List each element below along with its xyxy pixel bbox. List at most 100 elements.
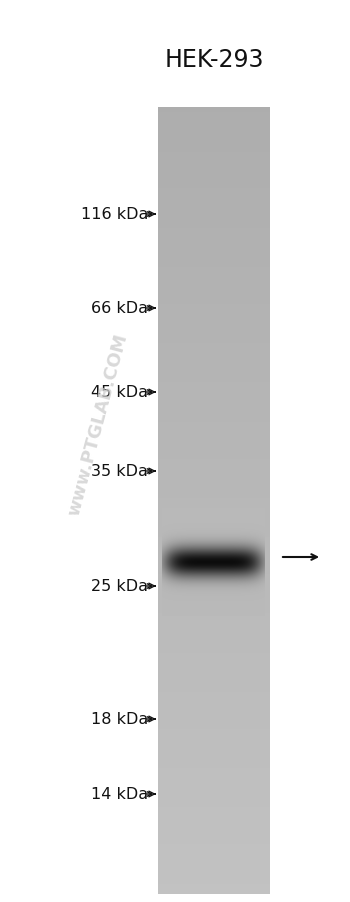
Polygon shape	[158, 207, 270, 210]
Polygon shape	[158, 815, 270, 818]
Polygon shape	[158, 776, 270, 778]
Polygon shape	[158, 543, 270, 546]
Polygon shape	[158, 391, 270, 393]
Polygon shape	[158, 593, 270, 595]
Polygon shape	[158, 729, 270, 732]
Polygon shape	[158, 553, 270, 556]
Text: 66 kDa: 66 kDa	[91, 301, 148, 316]
Polygon shape	[158, 572, 270, 575]
Polygon shape	[158, 197, 270, 199]
Polygon shape	[158, 294, 270, 297]
Polygon shape	[158, 517, 270, 520]
Polygon shape	[158, 865, 270, 868]
Polygon shape	[158, 740, 270, 742]
Polygon shape	[158, 648, 270, 650]
Polygon shape	[158, 766, 270, 769]
Polygon shape	[158, 692, 270, 695]
Polygon shape	[158, 357, 270, 359]
Polygon shape	[158, 430, 270, 433]
Polygon shape	[158, 881, 270, 884]
Polygon shape	[158, 309, 270, 312]
Polygon shape	[158, 265, 270, 268]
Polygon shape	[158, 456, 270, 459]
Polygon shape	[158, 671, 270, 674]
Polygon shape	[158, 244, 270, 247]
Polygon shape	[158, 276, 270, 278]
Polygon shape	[158, 242, 270, 244]
Polygon shape	[158, 249, 270, 252]
Polygon shape	[158, 506, 270, 509]
Polygon shape	[158, 491, 270, 493]
Polygon shape	[158, 721, 270, 723]
Polygon shape	[158, 561, 270, 564]
Polygon shape	[158, 132, 270, 134]
Polygon shape	[158, 129, 270, 132]
Polygon shape	[158, 511, 270, 514]
Polygon shape	[158, 459, 270, 462]
Polygon shape	[158, 824, 270, 826]
Polygon shape	[158, 529, 270, 532]
Polygon shape	[158, 228, 270, 231]
Polygon shape	[158, 847, 270, 850]
Polygon shape	[158, 836, 270, 839]
Polygon shape	[158, 792, 270, 795]
Polygon shape	[158, 239, 270, 242]
Polygon shape	[158, 642, 270, 645]
Polygon shape	[158, 428, 270, 430]
Polygon shape	[158, 522, 270, 525]
Polygon shape	[158, 860, 270, 862]
Polygon shape	[158, 236, 270, 239]
Polygon shape	[158, 839, 270, 842]
Polygon shape	[158, 359, 270, 362]
Polygon shape	[158, 784, 270, 787]
Polygon shape	[158, 152, 270, 155]
Polygon shape	[158, 443, 270, 446]
Polygon shape	[158, 690, 270, 692]
Polygon shape	[158, 163, 270, 166]
Polygon shape	[158, 126, 270, 129]
Polygon shape	[158, 404, 270, 407]
Polygon shape	[158, 711, 270, 713]
Polygon shape	[158, 742, 270, 745]
Polygon shape	[158, 716, 270, 718]
Polygon shape	[158, 378, 270, 381]
Polygon shape	[158, 273, 270, 276]
Polygon shape	[158, 831, 270, 833]
Polygon shape	[158, 844, 270, 847]
Polygon shape	[158, 795, 270, 797]
Polygon shape	[158, 341, 270, 344]
Polygon shape	[158, 299, 270, 302]
Polygon shape	[158, 676, 270, 679]
Polygon shape	[158, 386, 270, 388]
Polygon shape	[158, 774, 270, 776]
Text: 116 kDa: 116 kDa	[80, 207, 148, 222]
Polygon shape	[158, 315, 270, 318]
Polygon shape	[158, 144, 270, 147]
Polygon shape	[158, 118, 270, 121]
Polygon shape	[158, 726, 270, 729]
Polygon shape	[158, 503, 270, 506]
Polygon shape	[158, 396, 270, 399]
Polygon shape	[158, 778, 270, 781]
Polygon shape	[158, 888, 270, 891]
Polygon shape	[158, 879, 270, 881]
Polygon shape	[158, 181, 270, 184]
Polygon shape	[158, 393, 270, 396]
Polygon shape	[158, 419, 270, 422]
Polygon shape	[158, 632, 270, 635]
Polygon shape	[158, 221, 270, 223]
Polygon shape	[158, 540, 270, 543]
Polygon shape	[158, 509, 270, 511]
Polygon shape	[158, 474, 270, 477]
Polygon shape	[158, 454, 270, 456]
Polygon shape	[158, 302, 270, 304]
Polygon shape	[158, 194, 270, 197]
Polygon shape	[158, 608, 270, 611]
Polygon shape	[158, 700, 270, 703]
Polygon shape	[158, 868, 270, 870]
Polygon shape	[158, 318, 270, 320]
Polygon shape	[158, 170, 270, 173]
Polygon shape	[158, 333, 270, 336]
Polygon shape	[158, 695, 270, 697]
Polygon shape	[158, 326, 270, 328]
